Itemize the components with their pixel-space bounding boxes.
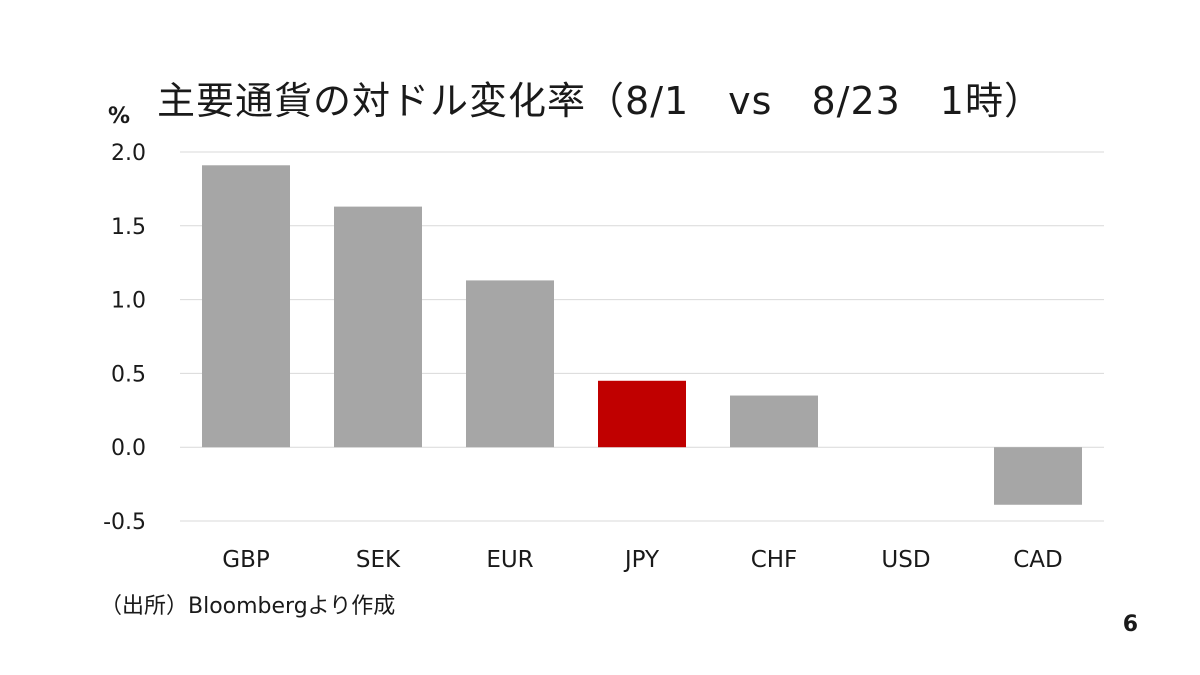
x-tick-label: CAD (1013, 547, 1063, 573)
x-tick-label: GBP (222, 547, 270, 573)
bar-jpy (598, 380, 686, 448)
y-tick-label: 1.0 (111, 289, 146, 314)
page-number: 6 (1122, 612, 1138, 637)
bar-sek (334, 206, 422, 448)
y-axis-unit: % (108, 104, 131, 129)
source-note: （出所）Bloombergより作成 (100, 594, 396, 619)
y-tick-label: 0.0 (111, 436, 146, 461)
x-axis-ticks: GBP SEK EUR JPY CHF USD CAD (222, 547, 1063, 573)
grid-lines (180, 151, 1104, 522)
bar-eur (466, 280, 554, 448)
y-tick-label: -0.5 (103, 510, 146, 535)
x-tick-label: EUR (486, 547, 533, 573)
y-tick-label: 0.5 (111, 362, 146, 387)
x-tick-label: JPY (623, 547, 660, 573)
bar-cad (994, 447, 1082, 505)
bar-chf (730, 395, 818, 448)
x-tick-label: USD (881, 547, 930, 573)
x-tick-label: SEK (356, 547, 401, 573)
bar-gbp (202, 165, 290, 448)
y-axis-ticks: 2.0 1.5 1.0 0.5 0.0 -0.5 (103, 141, 146, 535)
chart-title: 主要通貨の対ドル変化率（8/1 vs 8/23 1時） (157, 79, 1043, 123)
bars (202, 165, 1082, 505)
y-tick-label: 1.5 (111, 215, 146, 240)
y-tick-label: 2.0 (111, 141, 146, 166)
x-tick-label: CHF (751, 547, 798, 573)
